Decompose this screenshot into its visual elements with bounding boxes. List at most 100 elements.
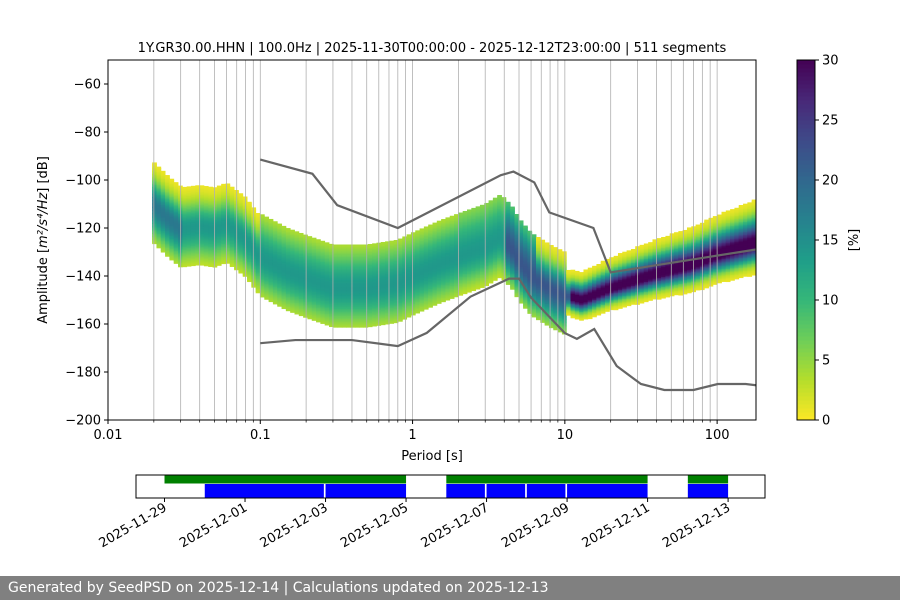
density-cell [467,284,472,287]
density-cell [294,255,300,259]
density-cell [445,254,451,258]
density-cell [320,275,326,278]
density-cell [350,306,356,309]
density-cell [350,273,356,276]
density-cell [432,255,438,259]
density-cell [272,260,278,263]
density-cell [363,296,369,299]
density-cell [229,204,235,207]
density-cell [479,253,485,257]
density-cell [324,298,330,301]
density-cell [316,299,321,303]
density-cell [311,316,317,320]
density-cell [514,245,520,249]
density-cell [307,236,313,239]
density-cell [393,300,399,303]
density-cell [298,240,304,243]
density-cell [432,300,438,303]
density-cell [514,291,520,295]
density-cell [152,220,157,223]
density-cell [372,263,377,266]
density-cell [152,163,157,167]
density-cell [350,313,356,317]
density-cell [479,214,485,218]
density-cell [259,273,265,276]
density-cell [316,289,321,293]
density-cell [527,288,533,291]
density-cell [186,249,192,253]
density-cell [221,237,226,240]
density-cell [346,281,351,285]
density-cell [419,281,425,285]
density-cell [195,205,201,208]
density-cell [354,286,360,289]
density-cell [316,257,321,261]
density-cell [484,223,489,226]
density-cell [488,203,494,206]
density-cell [363,306,369,309]
density-cell [354,283,360,286]
density-cell [264,216,270,220]
density-cell [527,272,533,275]
density-cell [445,259,451,262]
density-cell [294,301,300,305]
density-cell [432,285,438,289]
density-cell [229,193,235,197]
density-cell [225,249,231,253]
density-cell [212,250,218,254]
density-cell [156,238,162,242]
density-cell [454,222,459,226]
density-cell [311,244,317,248]
density-cell [311,306,317,310]
density-cell [385,284,390,288]
density-cell [251,210,257,213]
density-cell [277,246,282,250]
density-cell [259,253,265,256]
density-cell [354,309,360,312]
density-cell [363,320,369,324]
density-cell [160,186,166,190]
density-cell [182,186,188,190]
density-cell [225,210,231,214]
density-cell [272,234,278,237]
density-cell [514,242,520,246]
density-cell [471,222,477,225]
density-cell [415,272,420,275]
density-cell [324,272,330,276]
density-cell [380,285,386,288]
density-cell [415,287,420,291]
density-cell [264,294,270,297]
density-cell [247,247,252,251]
density-cell [449,256,455,259]
density-cell [510,269,515,273]
density-cell [307,270,313,274]
density-cell [337,279,343,282]
density-cell [255,215,261,219]
density-cell [462,247,468,250]
density-cell [324,322,330,326]
density-cell [307,313,313,317]
density-cell [156,240,162,243]
density-cell [484,220,489,223]
density-cell [398,250,403,253]
density-cell [402,296,408,300]
density-cell [329,281,334,284]
density-cell [445,285,451,288]
density-cell [247,273,252,277]
density-cell [389,311,395,314]
density-cell [165,180,170,184]
density-cell [341,273,347,276]
density-cell [165,198,170,201]
density-cell [337,267,343,271]
density-cell [281,296,287,299]
density-cell [428,228,433,232]
density-cell [484,241,489,245]
density-cell [385,281,390,285]
density-cell [268,275,274,278]
density-cell [152,165,157,168]
density-cell [372,302,377,305]
density-cell [432,303,438,306]
density-cell [337,274,343,278]
density-cell [385,321,390,325]
density-cell [527,273,533,277]
